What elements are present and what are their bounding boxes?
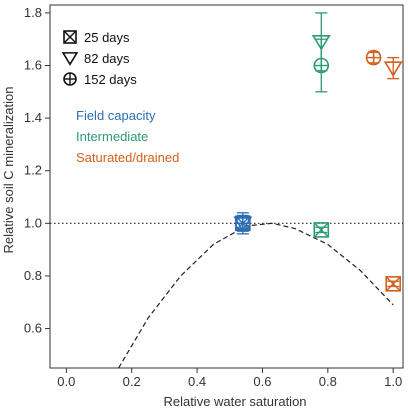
x-tick-label: 0.6	[253, 374, 271, 389]
data-point	[385, 276, 401, 292]
data-point	[313, 222, 330, 238]
y-tick-label: 1.6	[24, 58, 42, 73]
y-tick-label: 1.4	[24, 110, 42, 125]
legend-label: 25 days	[84, 30, 130, 45]
marker-square-cross	[63, 30, 77, 44]
marker-triangle	[383, 61, 403, 77]
x-tick-label: 1.0	[384, 374, 402, 389]
y-tick-label: 0.6	[24, 321, 42, 336]
treatment-label: Intermediate	[76, 129, 148, 144]
series-field-capacity	[233, 212, 253, 235]
plot-frame	[49, 4, 404, 369]
x-tick-label: 0.4	[188, 374, 206, 389]
marker-square	[385, 276, 401, 292]
x-tick-label: 0.2	[123, 374, 141, 389]
x-tick-label: 0.0	[57, 374, 75, 389]
marker-square-cross	[313, 222, 329, 238]
marker-square	[313, 222, 330, 238]
marker-square	[63, 30, 77, 44]
legend-entry-circle-plus: 152 days	[63, 72, 137, 87]
data-point	[313, 38, 330, 93]
marker-triangle	[311, 35, 331, 51]
x-tick-label: 0.8	[319, 374, 337, 389]
legend-entry-triangle-down: 82 days	[61, 51, 130, 66]
treatment-label: Field capacity	[76, 108, 156, 123]
treatment-label: Saturated/drained	[76, 150, 179, 165]
fit-curve	[118, 222, 394, 369]
y-tick-label: 1.2	[24, 163, 42, 178]
y-axis-label: Relative soil C mineralization	[1, 87, 16, 254]
data-point	[383, 56, 403, 80]
legend-entry-square-x: 25 days	[63, 30, 130, 45]
marker-square-cross	[385, 276, 401, 292]
x-axis-label: Relative water saturation	[163, 394, 306, 409]
y-tick-label: 0.8	[24, 268, 42, 283]
legend-label: 82 days	[84, 51, 130, 66]
data-point	[365, 49, 382, 66]
y-tick-label: 1.8	[24, 5, 42, 20]
y-tick-label: 1.0	[24, 215, 42, 230]
data-point	[235, 215, 251, 232]
series-intermediate	[311, 12, 331, 238]
legend-label: 152 days	[84, 72, 137, 87]
marker-triangle	[61, 52, 79, 66]
series-saturated-drained	[365, 49, 403, 292]
